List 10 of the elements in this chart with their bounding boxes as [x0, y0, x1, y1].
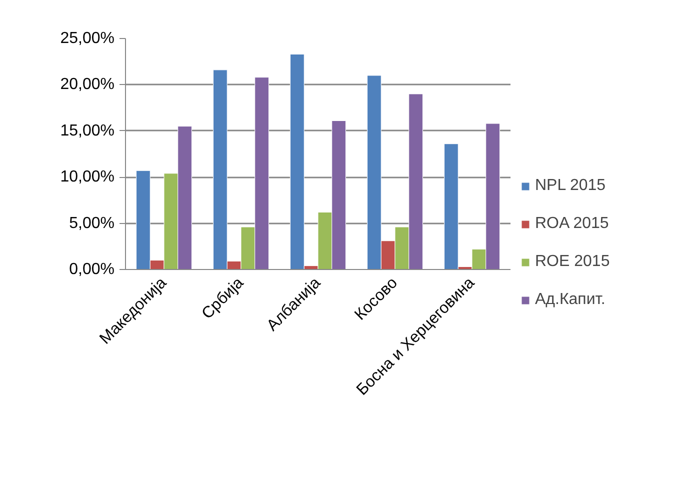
legend-label: ROE 2015 — [535, 253, 610, 271]
legend-label: ROA 2015 — [535, 215, 609, 233]
y-tick-label: 25,00% — [60, 30, 114, 47]
y-tick-label: 5,00% — [69, 214, 115, 232]
y-tick-label: 10,00% — [60, 168, 114, 186]
y-tick-label: 20,00% — [60, 76, 114, 94]
legend-label: NPL 2015 — [535, 177, 606, 195]
y-tick-label: 15,00% — [60, 122, 114, 140]
y-tick-label: 0,00% — [69, 261, 115, 278]
legend-label: Ад.Капит. — [535, 291, 606, 309]
